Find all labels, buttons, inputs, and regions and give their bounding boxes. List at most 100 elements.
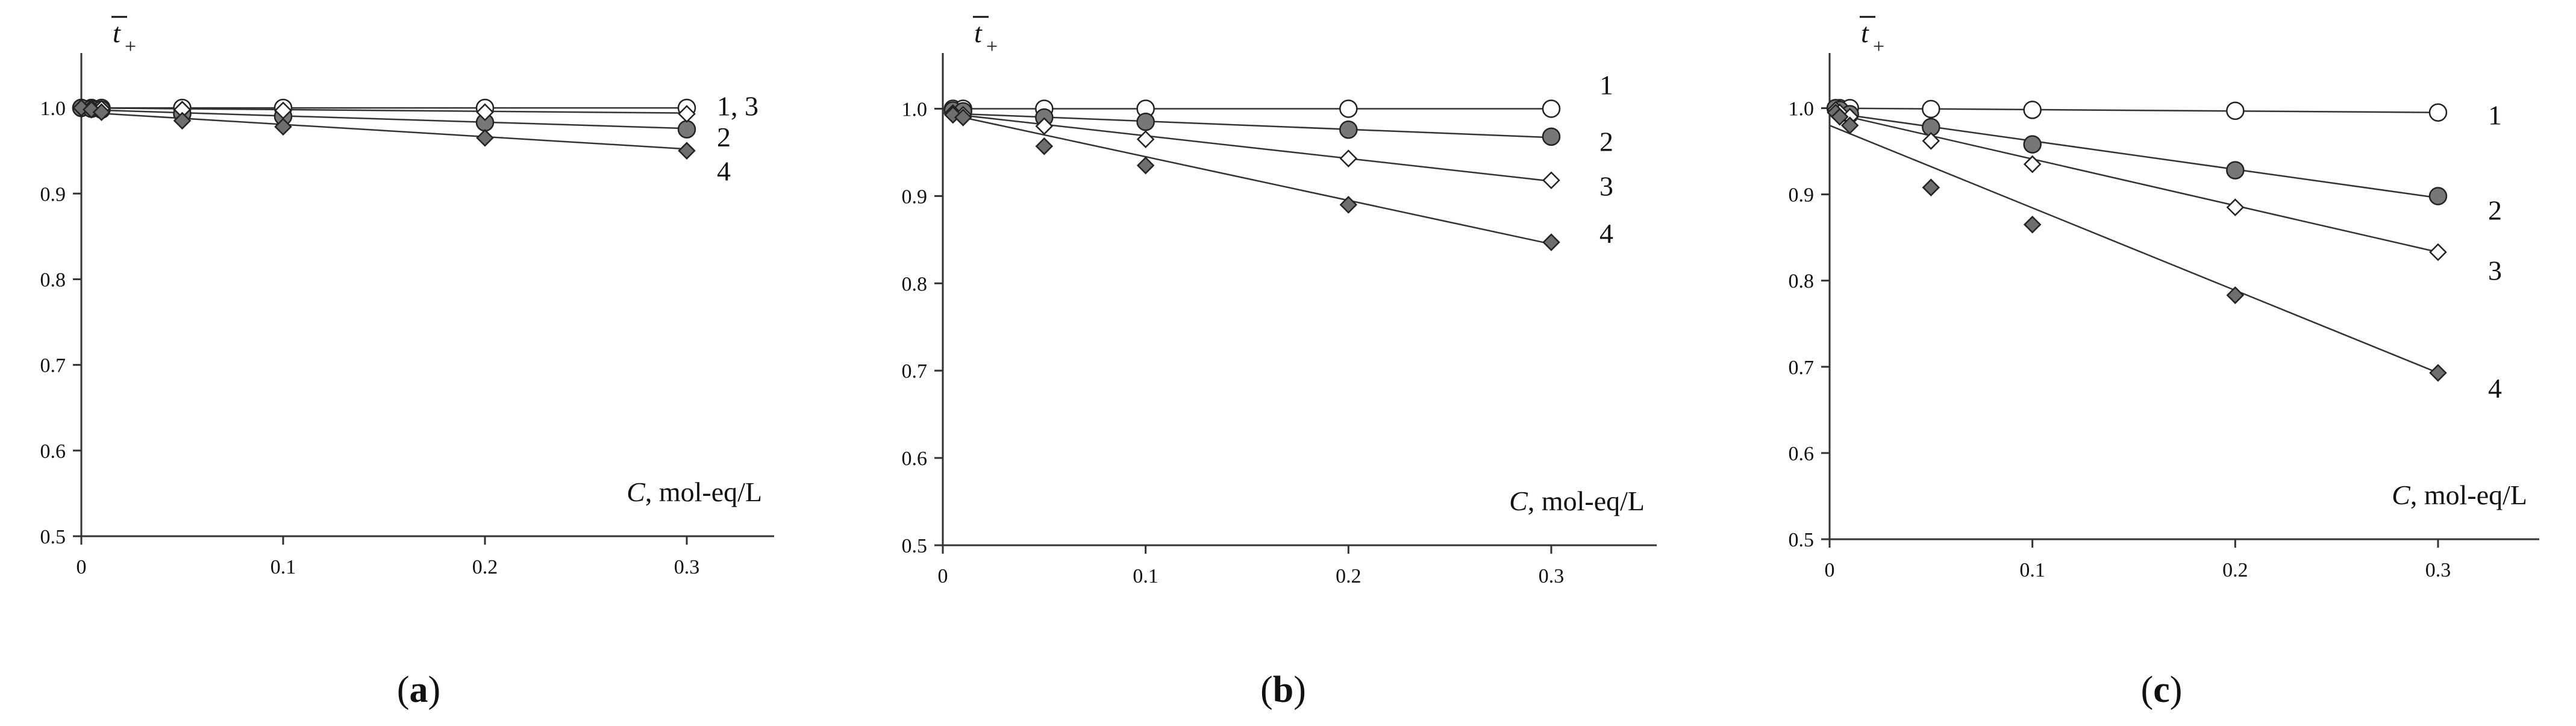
data-point [1542,127,1561,146]
data-point [1339,196,1358,214]
data-point [1922,132,1940,150]
x-tick-label: 0.2 [472,556,498,578]
data-point [2023,155,2042,174]
series-2: 2 [1826,99,2502,225]
y-tick-label: 0.7 [1789,357,1815,379]
data-point [1922,178,1940,196]
data-point [2428,187,2448,205]
series-4: 4 [942,105,1613,251]
panel-caption-open: ( [397,669,410,710]
x-axis-title-unit: , mol-eq/L [2410,480,2527,510]
x-tick-label: 0.2 [2222,559,2248,581]
data-point [173,111,192,130]
data-point [1542,233,1560,251]
panel-caption-letter: a [410,669,428,710]
data-point [1831,108,1849,126]
data-point [2226,161,2245,180]
panel-caption-open: ( [1260,669,1273,710]
y-tick-label: 0.5 [902,535,928,557]
x-tick-label: 0 [77,556,87,578]
series-label: 2 [1599,126,1613,157]
y-tick-label: 1.0 [902,98,928,120]
y-axis-title-subscript: + [986,36,998,58]
data-point [1339,149,1358,167]
panel-caption-close: ) [1293,669,1306,710]
y-tick-label: 1.0 [1789,98,1815,120]
data-point [1339,120,1358,139]
data-point [2429,364,2447,382]
series-4: 4 [72,99,731,186]
x-axis-title-unit: , mol-eq/L [645,477,762,507]
x-tick-label: 0.1 [270,556,296,578]
data-point [678,105,696,123]
data-point [2023,101,2042,119]
panel-caption-letter: b [1273,669,1293,710]
fit-line [1829,107,2439,113]
x-tick-label: 0.3 [674,556,700,578]
data-point [677,120,696,139]
y-axis-title-subscript: + [125,36,136,58]
panel-caption: (c) [2141,669,2183,710]
data-point [2226,286,2245,304]
panel-caption-letter: c [2153,669,2170,710]
series-label: 3 [1599,171,1613,202]
chart-panel-b: 0.5 0.6 0.7 0.8 0.9 1.0 0 0.1 0.2 0.3 t + C, mol-eq/… [902,16,1657,710]
data-point [2226,198,2245,216]
y-tick-label: 0.7 [902,360,928,383]
x-axis-title: C, mol-eq/L [2392,480,2527,510]
series-label: 2 [2488,195,2502,225]
y-axis-title: t [113,17,121,48]
series-label: 4 [717,155,731,186]
panel-caption-close: ) [2170,669,2183,710]
data-point [1542,99,1561,118]
x-axis-title: C, mol-eq/L [627,477,762,507]
data-point [954,108,972,127]
y-tick-label: 1.0 [40,98,66,120]
panel-caption-close: ) [428,669,441,710]
y-axis-title-subscript: + [1873,36,1884,58]
x-axis-title-variable: C [2392,480,2411,510]
panel-caption: (b) [1260,669,1306,710]
y-tick-label: 0.9 [40,183,66,205]
data-point [1542,171,1560,190]
x-axis-title-variable: C [1509,486,1528,516]
data-point [2023,215,2042,234]
data-point [2226,101,2245,120]
fit-line [942,112,1552,182]
y-tick-label: 0.8 [902,273,928,295]
y-tick-label: 0.7 [40,355,66,377]
series-4: 4 [1827,103,2502,404]
fit-line [942,112,1552,245]
y-tick-label: 0.6 [40,440,66,463]
data-point [92,103,111,121]
x-tick-label: 0.3 [1539,565,1565,587]
data-point [2429,243,2447,261]
y-tick-label: 0.9 [1789,184,1815,207]
data-point [1339,99,1358,118]
y-axis-title: t [1861,17,1869,48]
data-point [1136,130,1155,148]
data-point [476,103,494,121]
data-point [1136,156,1155,175]
fit-line [81,111,687,150]
y-tick-label: 0.6 [902,448,928,470]
fit-line [1829,111,2439,253]
y-axis-title: t [974,17,983,48]
data-point [1840,116,1859,134]
y-tick-label: 0.6 [1789,443,1815,465]
series-label: 1 [2488,100,2502,131]
y-tick-label: 0.8 [1789,271,1815,293]
chart-panel-a: 0.5 0.6 0.7 0.8 0.9 1.0 0 0.1 0.2 0.3 t + C, mol-eq/… [40,16,774,710]
fit-line [1829,125,2439,374]
x-tick-label: 0.2 [1336,565,1361,587]
x-tick-label: 0 [1825,559,1835,581]
series-label: 1, 3 [717,91,758,122]
series-label: 3 [2488,255,2502,286]
panel-caption-open: ( [2141,669,2154,710]
data-point [1035,117,1054,136]
x-tick-label: 0.1 [1133,565,1158,587]
panel-caption: (a) [397,669,440,710]
y-tick-label: 0.5 [1789,529,1815,551]
x-axis-title-unit: , mol-eq/L [1528,486,1645,516]
